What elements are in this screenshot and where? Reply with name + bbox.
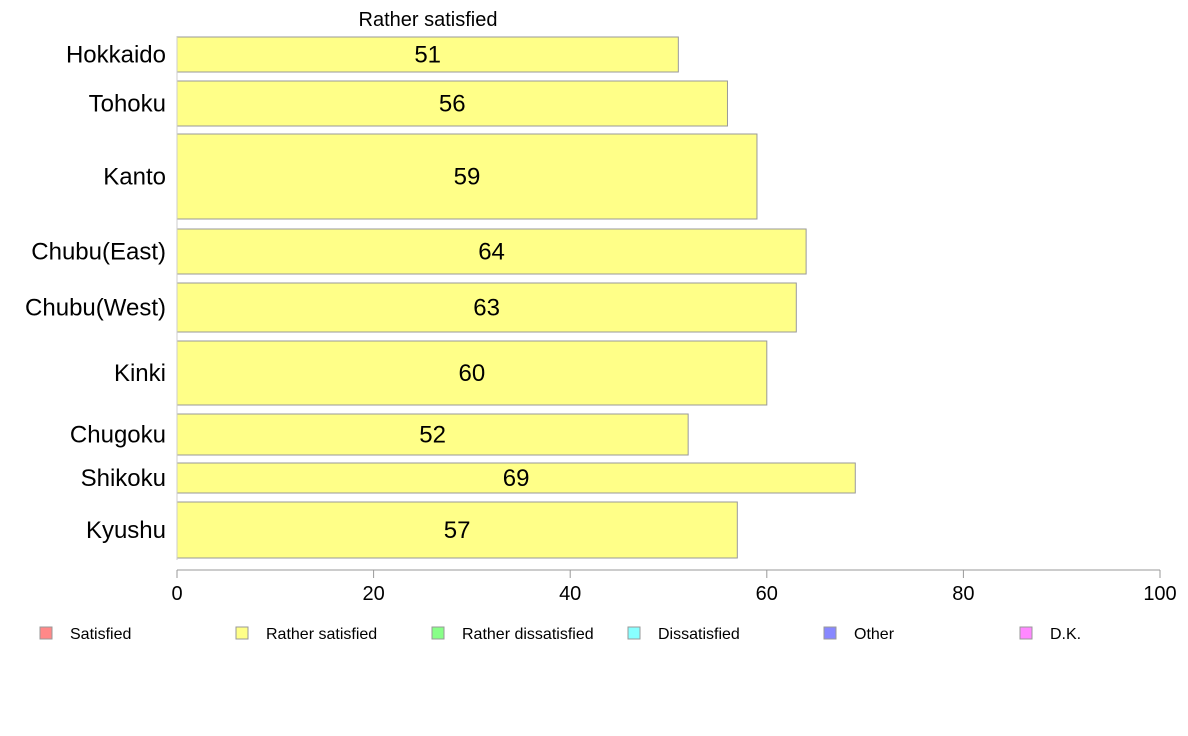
- x-tick-label: 60: [756, 583, 778, 605]
- bars-group: Hokkaido 51 Tohoku 56 Kanto 59 Chubu(East) 64 Ch…: [25, 36, 856, 559]
- category-label: Chugoku: [70, 422, 166, 449]
- legend-label: Rather satisfied: [266, 626, 377, 643]
- category-label: Shikoku: [81, 465, 166, 492]
- category-label: Chubu(West): [25, 295, 166, 322]
- bar-kinki: [176, 340, 768, 406]
- bar-value-label: 64: [478, 239, 505, 266]
- category-label: Kinki: [114, 360, 166, 387]
- bar-tohoku: [176, 80, 728, 127]
- bar-value-label: 57: [444, 517, 471, 544]
- bar-kanto: [176, 133, 758, 220]
- legend-swatch: [235, 626, 249, 640]
- chart-title: Rather satisfied: [359, 9, 498, 31]
- bar-chubu-east-: [176, 228, 807, 275]
- x-axis: 0 20 40 60 80 100: [171, 36, 1177, 605]
- bar-value-label: 59: [454, 164, 481, 191]
- bar-hokkaido: [176, 36, 679, 73]
- bar-value-label: 63: [473, 295, 500, 322]
- legend: Satisfied Rather satisfied Rather dissatis…: [39, 626, 1081, 643]
- category-label: Kanto: [103, 164, 166, 191]
- bar-value-label: 56: [439, 91, 466, 118]
- legend-label: D.K.: [1050, 626, 1081, 643]
- category-label: Tohoku: [89, 91, 166, 118]
- legend-label: Rather dissatisfied: [462, 626, 594, 643]
- bar-value-label: 51: [414, 42, 441, 69]
- x-tick-label: 80: [952, 583, 974, 605]
- legend-swatch: [627, 626, 641, 640]
- x-tick-label: 0: [171, 583, 182, 605]
- legend-label: Dissatisfied: [658, 626, 740, 643]
- bar-value-label: 52: [419, 422, 446, 449]
- bar-value-label: 60: [459, 360, 486, 387]
- bar-chugoku: [176, 413, 689, 456]
- category-label: Kyushu: [86, 517, 166, 544]
- legend-swatch: [39, 626, 53, 640]
- x-tick-label: 100: [1143, 583, 1176, 605]
- bar-value-label: 69: [503, 465, 530, 492]
- legend-swatch: [431, 626, 445, 640]
- legend-label: Satisfied: [70, 626, 131, 643]
- legend-swatch: [1019, 626, 1033, 640]
- category-label: Hokkaido: [66, 42, 166, 69]
- legend-label: Other: [854, 626, 895, 643]
- x-tick-label: 40: [559, 583, 581, 605]
- category-label: Chubu(East): [31, 239, 166, 266]
- bar-chubu-west-: [176, 282, 797, 333]
- legend-swatch: [823, 626, 837, 640]
- x-tick-label: 20: [362, 583, 384, 605]
